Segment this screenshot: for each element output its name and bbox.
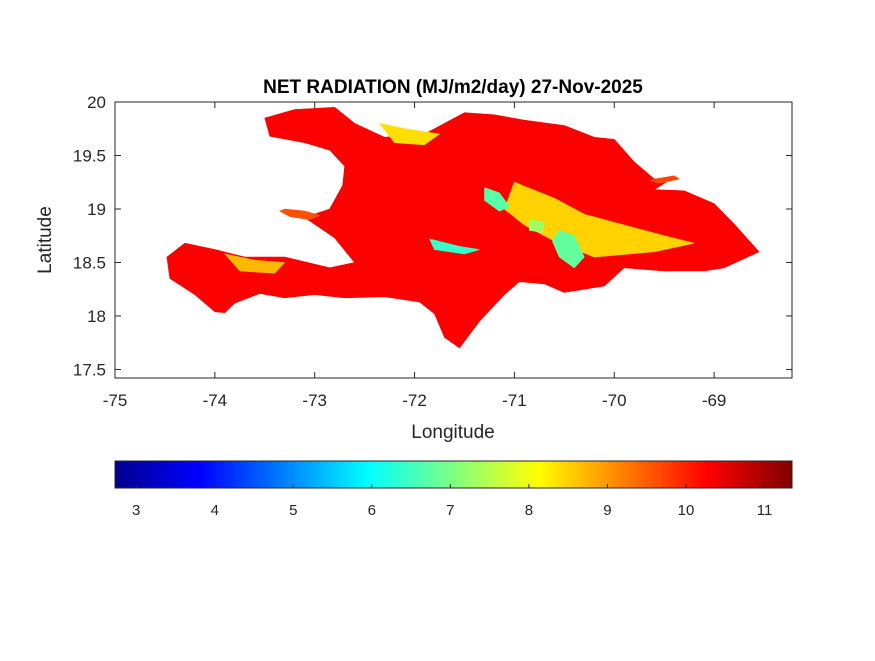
radiation-region [223,253,286,274]
radiation-region [428,238,480,255]
y-tick-label: 19 [87,200,106,219]
radiation-region [649,175,680,184]
radiation-region [529,219,545,233]
colorbar-tick-label: 8 [525,502,533,519]
x-tick-label: -70 [602,391,627,410]
colorbar-tick-label: 5 [289,502,297,519]
colorbar-ticks: 3 4 5 6 7 8 9 10 11 [132,484,772,519]
y-tick-label: 18 [87,307,106,326]
colorbar-tick-label: 6 [368,502,376,519]
island-landmass [166,106,760,349]
colorbar-tick-label: 3 [132,502,140,519]
x-tick-label: -73 [302,391,327,410]
x-tick-label: -75 [103,391,128,410]
y-tick-label: 18.5 [73,253,106,272]
radiation-region [378,122,441,146]
x-axis: -75 -74 -73 -72 -71 -70 -69 [103,102,727,410]
colorbar-tick-label: 9 [603,502,611,519]
y-tick-label: 17.5 [73,360,106,379]
x-tick-label: -72 [402,391,427,410]
x-tick-label: -74 [203,391,228,410]
radiation-region [484,187,510,212]
plot-box [114,101,793,379]
x-axis-label: Longitude [411,422,494,443]
colorbar [114,460,793,489]
y-tick-label: 20 [87,93,106,112]
map-regions [166,106,760,349]
colorbar-tick-label: 7 [446,502,454,519]
radiation-region [504,181,695,258]
x-tick-label: -71 [502,391,527,410]
y-axis-label: Latitude [35,206,56,274]
colorbar-tick-label: 10 [678,502,695,519]
chart-title: NET RADIATION (MJ/m2/day) 27-Nov-2025 [263,77,643,98]
y-axis: 17.5 18 18.5 19 19.5 20 [73,93,792,379]
x-tick-label: -69 [702,391,727,410]
radiation-region [279,208,321,221]
radiation-region [552,230,585,269]
colorbar-tick-label: 4 [211,502,219,519]
y-tick-label: 19.5 [73,146,106,165]
colorbar-tick-label: 11 [757,502,773,519]
